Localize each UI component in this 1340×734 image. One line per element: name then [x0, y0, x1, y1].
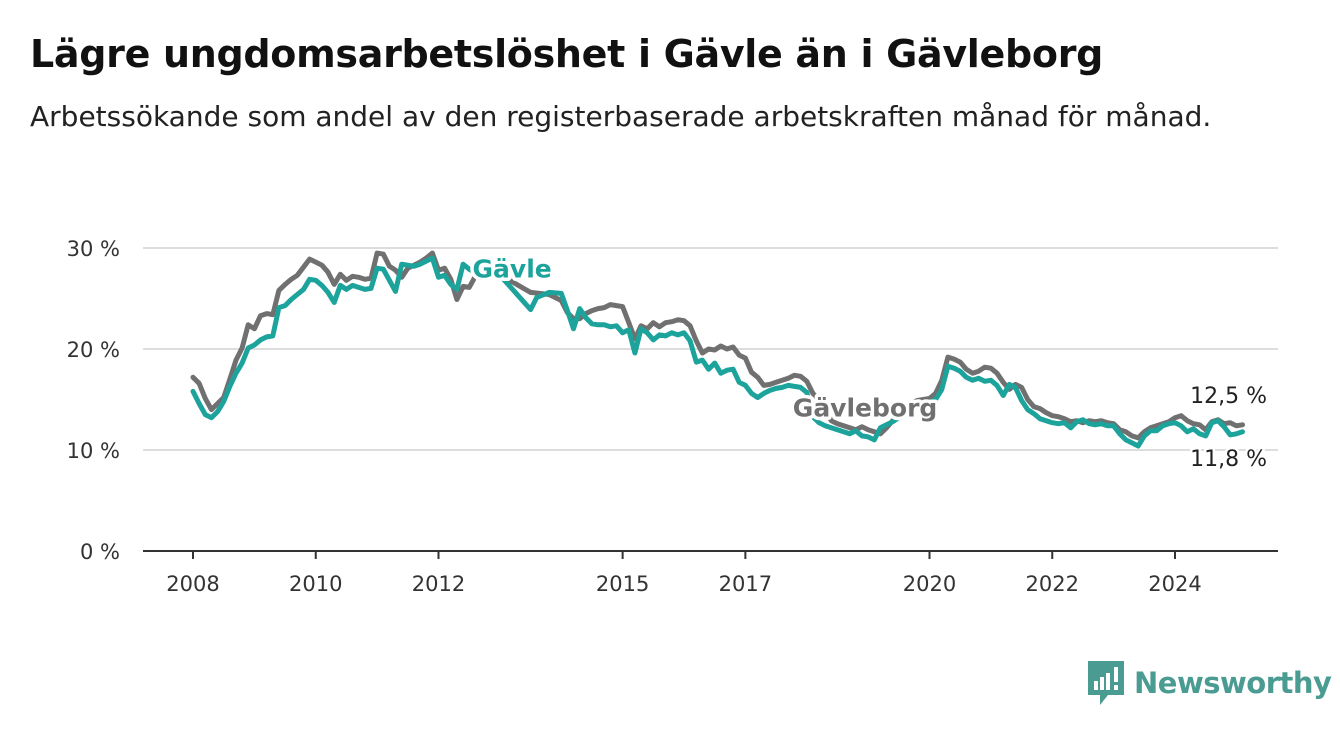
x-tick-label: 2024	[1148, 572, 1201, 596]
series-label-gavleborg: Gävleborg	[793, 394, 938, 423]
x-tick-label: 2010	[289, 572, 342, 596]
y-tick-label: 10 %	[67, 439, 120, 463]
chart-title: Lägre ungdomsarbetslöshet i Gävle än i G…	[30, 32, 1104, 76]
series-lines	[190, 250, 1245, 449]
x-tick-label: 2012	[412, 572, 465, 596]
newsworthy-logo: Newsworthy	[1088, 660, 1332, 706]
x-tick-label: 2017	[719, 572, 772, 596]
chart-subtitle: Arbetssökande som andel av den registerb…	[30, 100, 1212, 133]
x-tick-label: 2020	[903, 572, 956, 596]
bar-chart-speech-bubble-icon	[1088, 661, 1124, 705]
brand-name: Newsworthy	[1134, 666, 1332, 700]
x-tick-label: 2008	[166, 572, 219, 596]
end-label-gavle: 11,8 %	[1190, 447, 1267, 472]
gridlines	[143, 247, 1278, 552]
y-tick-label: 30 %	[67, 237, 120, 261]
x-axis-ticks: 2008 2010 2012 2015 2017 2020 2022 2024	[166, 551, 1202, 596]
series-line-gavle	[190, 255, 1245, 449]
y-axis-ticks: 0 % 10 % 20 % 30 %	[67, 237, 120, 564]
y-tick-label: 20 %	[67, 338, 120, 362]
y-tick-label: 0 %	[80, 540, 120, 564]
series-label-gavle: Gävle	[473, 254, 552, 283]
end-label-gavleborg: 12,5 %	[1190, 384, 1267, 409]
series-labels: Gävleborg Gävle 12,5 % 11,8 %	[469, 251, 1269, 475]
x-tick-label: 2015	[596, 572, 649, 596]
x-tick-label: 2022	[1026, 572, 1079, 596]
series-line-gavleborg	[190, 250, 1245, 441]
